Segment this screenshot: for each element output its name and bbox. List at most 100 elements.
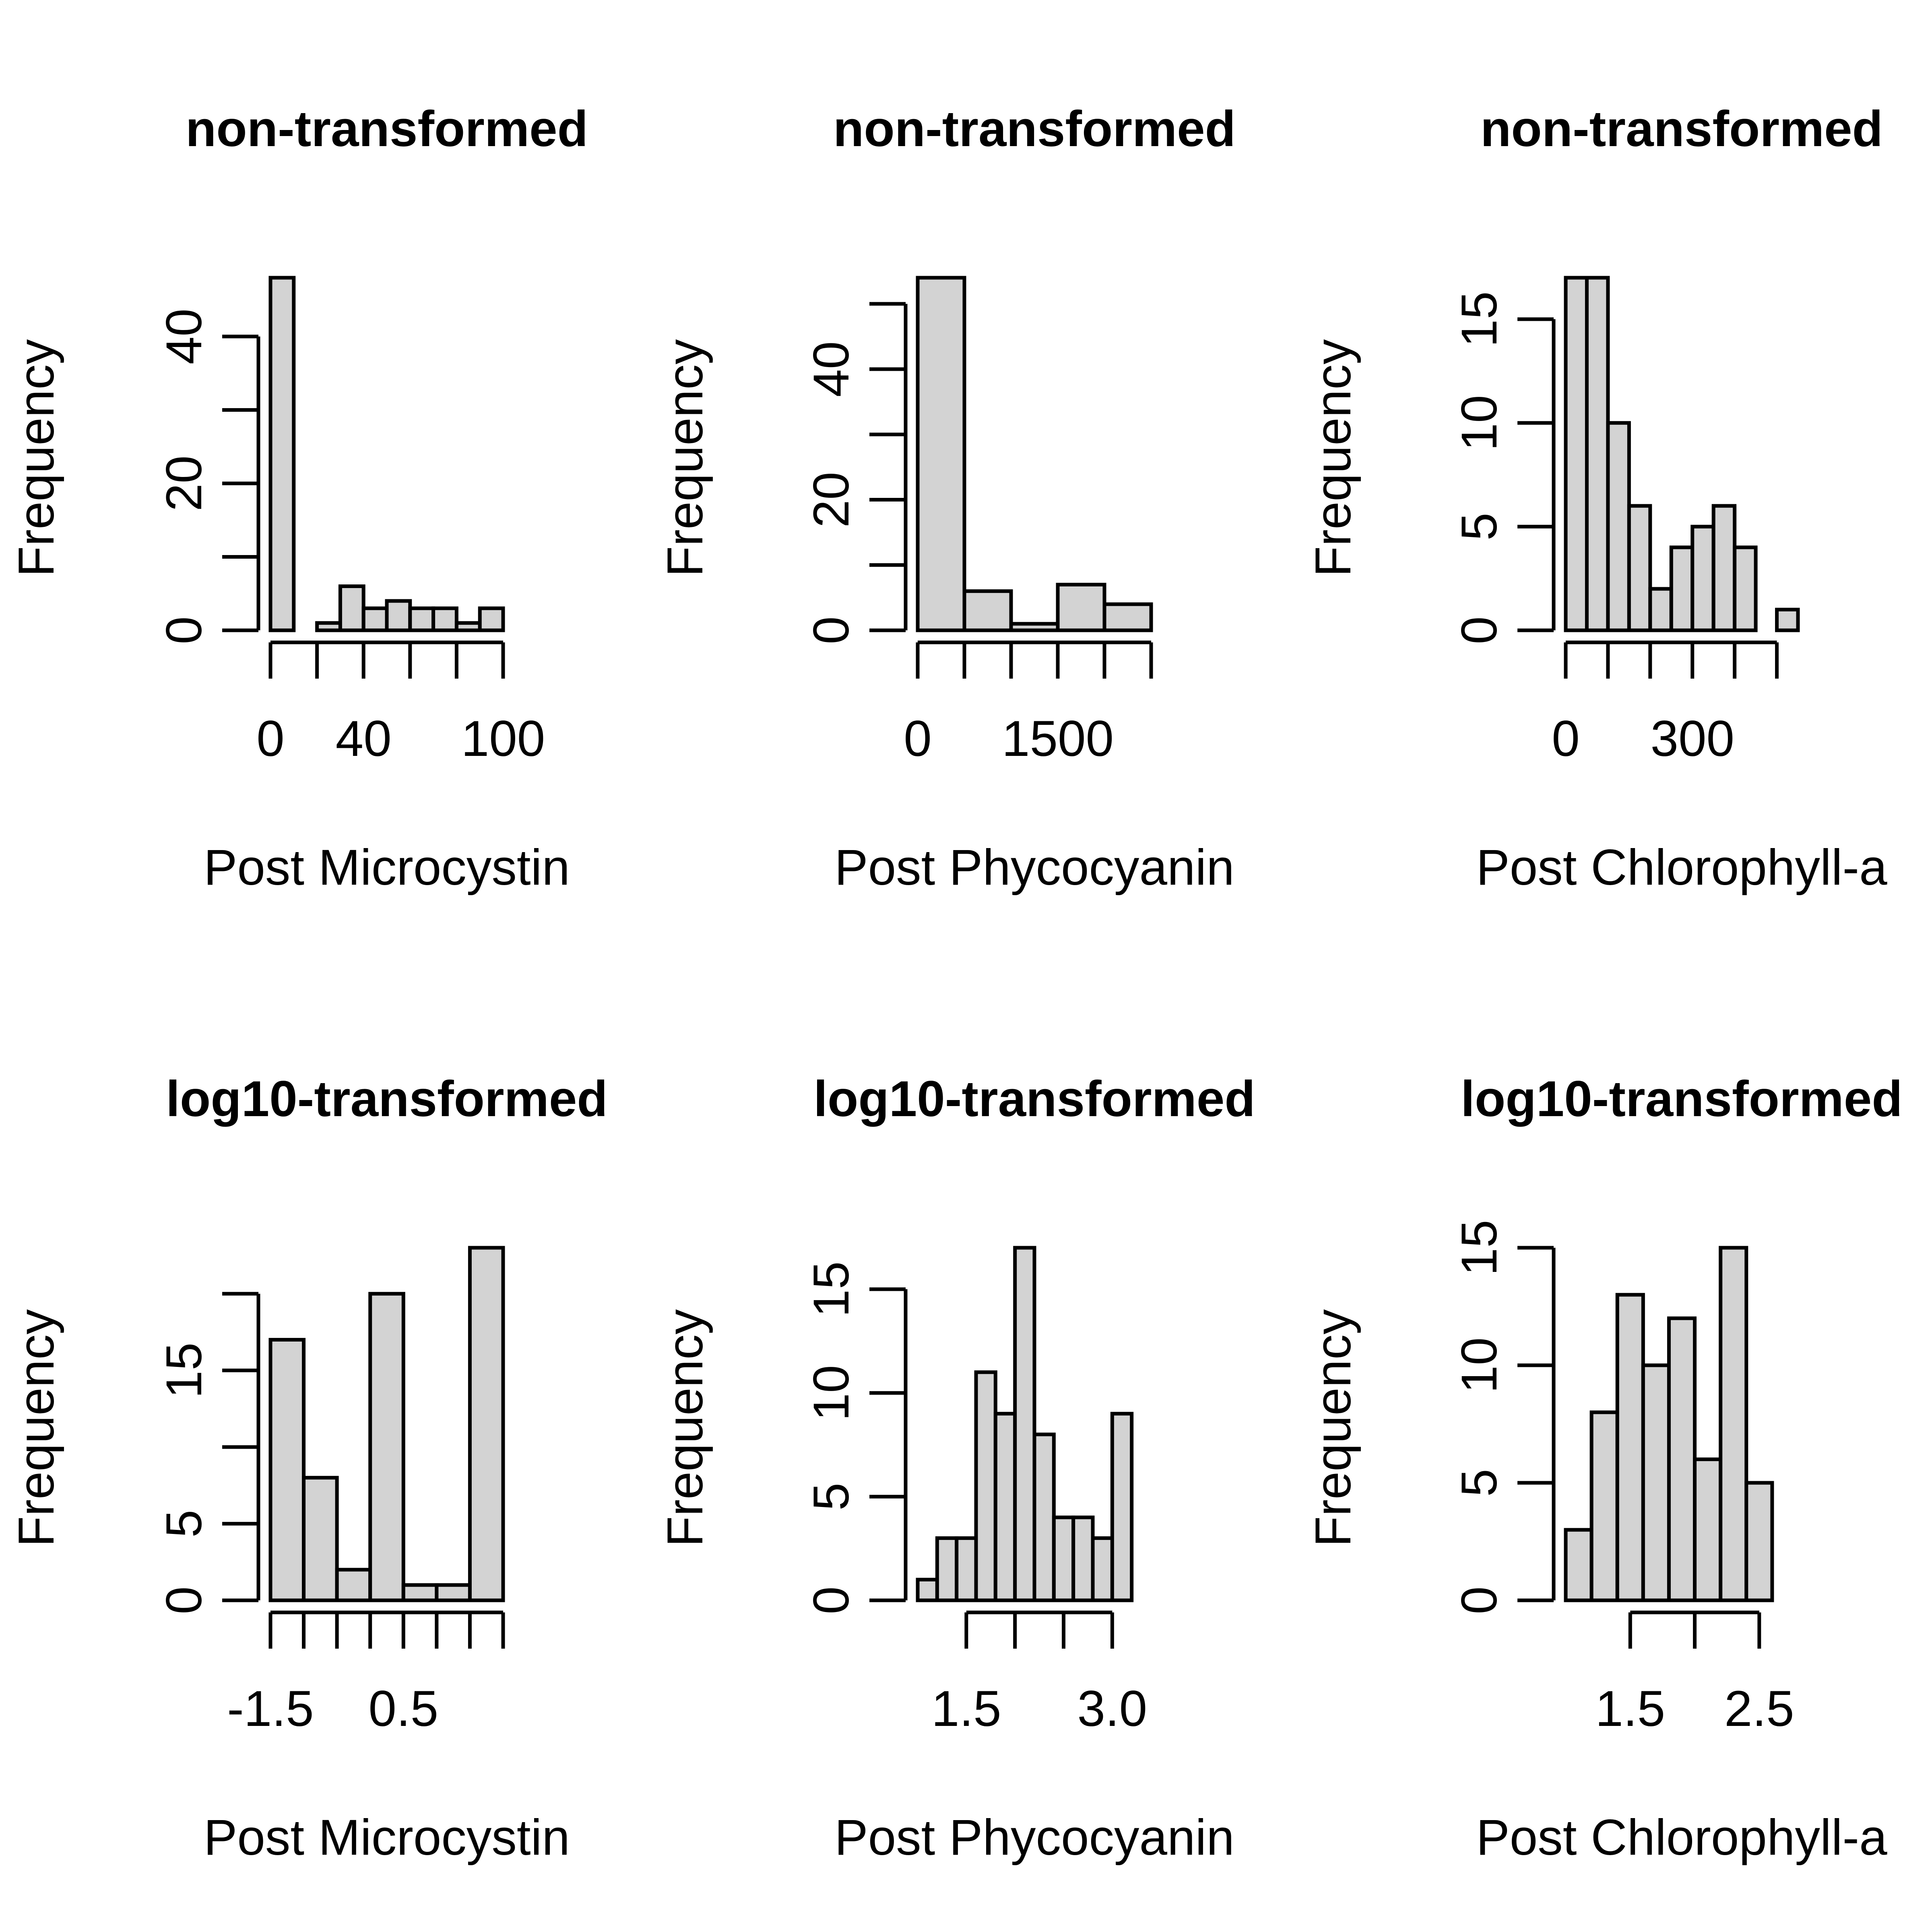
histogram-bar bbox=[993, 1412, 1017, 1602]
y-tick-label: 15 bbox=[1451, 1220, 1507, 1276]
y-tick-label: 15 bbox=[1451, 291, 1507, 347]
histogram-bar bbox=[1648, 587, 1673, 632]
x-axis-label: Post Chlorophyll-a bbox=[1476, 840, 1887, 896]
y-tick-label: 0 bbox=[156, 1586, 212, 1614]
histogram-bar bbox=[1013, 1246, 1036, 1602]
histogram-bar bbox=[1693, 1457, 1723, 1602]
histogram-bar bbox=[335, 1568, 372, 1602]
histogram-bar bbox=[302, 1476, 339, 1602]
histogram-bar bbox=[1690, 524, 1715, 632]
histogram-bar bbox=[478, 606, 505, 632]
x-tick-label: 2.5 bbox=[1724, 1681, 1794, 1737]
histogram-bar bbox=[1667, 1316, 1697, 1602]
y-tick-label: 0 bbox=[803, 1586, 859, 1614]
x-axis-label: Post Phycocyanin bbox=[834, 840, 1234, 896]
histogram-bar bbox=[1071, 1515, 1095, 1602]
histogram-bar bbox=[1589, 1410, 1619, 1602]
histogram-bar bbox=[338, 584, 365, 632]
y-axis-label: Frequency bbox=[8, 1309, 64, 1547]
histogram-bar bbox=[315, 621, 342, 632]
histogram-bar bbox=[916, 1577, 939, 1602]
y-tick-label: 0 bbox=[1451, 1586, 1507, 1614]
x-tick-label: 0 bbox=[1552, 711, 1580, 767]
x-tick-label: 1.5 bbox=[1595, 1681, 1665, 1737]
histogram-panel: log10-transformed 0 5 10 15 1.5 2.5 Post Chloro… bbox=[1305, 1071, 1903, 1866]
x-axis-label: Post Chlorophyll-a bbox=[1476, 1810, 1887, 1866]
y-tick-label: 20 bbox=[156, 455, 212, 511]
y-axis-label: Frequency bbox=[657, 1309, 713, 1547]
histogram-bar bbox=[1606, 421, 1631, 632]
y-tick-label: 40 bbox=[156, 308, 212, 364]
y-tick-label: 0 bbox=[803, 616, 859, 644]
histogram-panel: non-transformed 0 5 10 15 0 300 Post Chlorophyl… bbox=[1305, 101, 1887, 896]
histogram-bar bbox=[361, 606, 389, 632]
y-axis-label: Frequency bbox=[1305, 339, 1361, 577]
histogram-panel: log10-transformed 0 5 15 -1.5 0.5 Post Microcy… bbox=[8, 1071, 608, 1866]
histogram-panel: non-transformed 0 20 40 0 1500 Post Phycocyani… bbox=[657, 101, 1236, 896]
y-axis-label: Frequency bbox=[8, 339, 64, 577]
histogram-bar bbox=[385, 599, 412, 632]
y-tick-label: 40 bbox=[803, 341, 859, 397]
histogram-bar bbox=[935, 1536, 959, 1602]
histogram-bar bbox=[1669, 545, 1695, 632]
histogram-bar bbox=[1585, 276, 1610, 632]
histogram-bar bbox=[408, 606, 436, 632]
y-tick-label: 5 bbox=[1451, 1469, 1507, 1497]
x-tick-label: 0 bbox=[256, 711, 285, 767]
y-tick-label: 5 bbox=[1451, 513, 1507, 541]
x-tick-label: 1500 bbox=[1002, 711, 1114, 767]
y-tick-label: 10 bbox=[1451, 1337, 1507, 1393]
x-axis-label: Post Microcystin bbox=[204, 1810, 570, 1866]
y-tick-label: 20 bbox=[803, 472, 859, 528]
y-tick-label: 10 bbox=[1451, 395, 1507, 451]
x-tick-label: 0 bbox=[904, 711, 932, 767]
histogram-bar bbox=[1564, 1528, 1593, 1602]
y-tick-label: 15 bbox=[803, 1261, 859, 1317]
x-tick-label: 0.5 bbox=[368, 1681, 438, 1737]
histogram-panel: log10-transformed 0 5 10 15 1.5 3.0 Post Phycoc… bbox=[657, 1071, 1255, 1866]
x-tick-label: 40 bbox=[336, 711, 392, 767]
y-tick-label: 15 bbox=[156, 1342, 212, 1398]
histogram-bar bbox=[1627, 504, 1652, 632]
histogram-bar bbox=[454, 621, 482, 632]
histogram-bar bbox=[468, 1246, 505, 1602]
histogram-bar bbox=[1564, 276, 1589, 632]
histogram-bar bbox=[955, 1536, 978, 1602]
panel-title: log10-transformed bbox=[1461, 1071, 1902, 1127]
x-tick-label: -1.5 bbox=[227, 1681, 314, 1737]
panel-title: non-transformed bbox=[1480, 101, 1883, 157]
histogram-panel: non-transformed 0 20 40 0 40 100 Post Microcyst… bbox=[8, 101, 588, 896]
panel-title: log10-transformed bbox=[813, 1071, 1255, 1127]
histogram-bar bbox=[1641, 1363, 1671, 1602]
x-tick-label: 100 bbox=[461, 711, 545, 767]
histogram-bar bbox=[1102, 602, 1153, 632]
histogram-bar bbox=[1032, 1432, 1056, 1602]
panel-title: log10-transformed bbox=[166, 1071, 607, 1127]
histogram-bar bbox=[1052, 1515, 1075, 1602]
histogram-bar bbox=[962, 589, 1013, 632]
histogram-bar bbox=[1110, 1412, 1134, 1602]
histogram-bar bbox=[974, 1370, 997, 1602]
histogram-bar bbox=[268, 1338, 306, 1602]
histogram-bar bbox=[1056, 582, 1106, 632]
histogram-bar bbox=[1009, 622, 1060, 632]
histogram-bar bbox=[431, 606, 458, 632]
histogram-bar bbox=[1711, 504, 1737, 632]
histogram-bar bbox=[435, 1583, 472, 1602]
histogram-bar bbox=[401, 1583, 439, 1602]
y-tick-label: 5 bbox=[156, 1510, 212, 1538]
x-tick-label: 300 bbox=[1650, 711, 1734, 767]
y-axis-label: Frequency bbox=[657, 339, 713, 577]
histogram-bar bbox=[916, 276, 966, 632]
y-axis-label: Frequency bbox=[1305, 1309, 1361, 1547]
x-tick-label: 3.0 bbox=[1077, 1681, 1147, 1737]
histogram-bar bbox=[268, 276, 296, 632]
y-tick-label: 10 bbox=[803, 1365, 859, 1421]
x-axis-label: Post Phycocyanin bbox=[834, 1810, 1234, 1866]
histogram-bar bbox=[1615, 1293, 1645, 1602]
y-tick-label: 0 bbox=[1451, 616, 1507, 644]
x-axis-label: Post Microcystin bbox=[204, 840, 570, 896]
histogram-bar bbox=[1775, 607, 1800, 632]
histogram-bar bbox=[1091, 1536, 1114, 1602]
